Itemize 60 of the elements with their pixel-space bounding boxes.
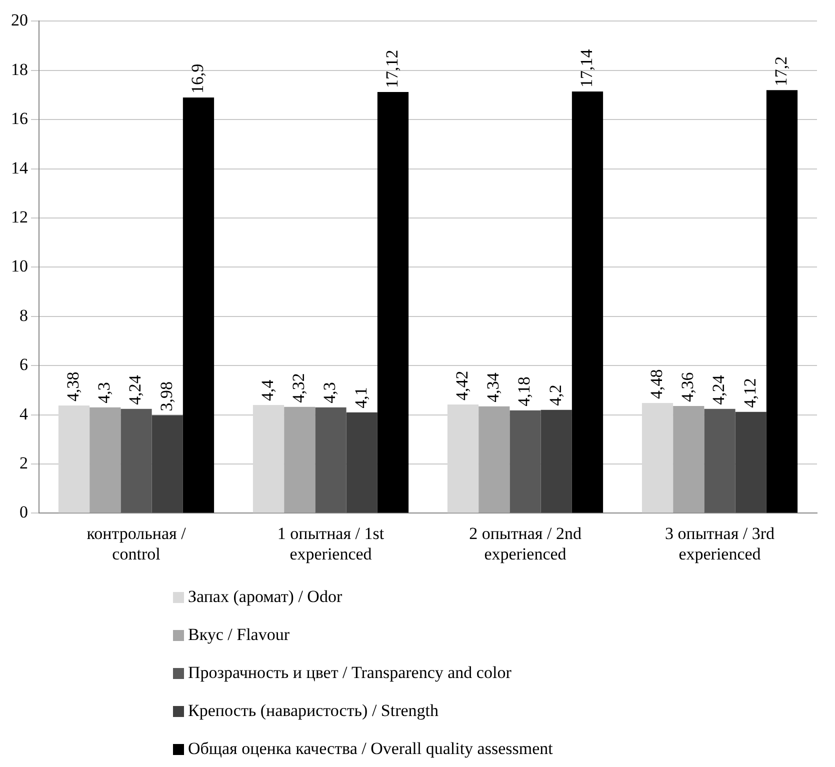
data-label: 16,9 bbox=[188, 64, 207, 94]
y-tick-label: 8 bbox=[20, 306, 28, 325]
bar bbox=[766, 90, 798, 513]
x-tick-label: 2 опытная / 2nd experienced bbox=[469, 524, 582, 564]
data-label: 4,32 bbox=[289, 373, 308, 403]
bar bbox=[182, 97, 214, 513]
x-tick-label: контрольная / control bbox=[86, 524, 186, 564]
legend-label: Крепость (наваристость) / Strength bbox=[188, 700, 439, 722]
data-label: 4,2 bbox=[546, 384, 565, 406]
x-tick-label: 3 опытная / 3rd experienced bbox=[664, 524, 776, 564]
data-label: 4,12 bbox=[740, 378, 760, 408]
bar bbox=[377, 92, 409, 513]
bar bbox=[252, 404, 284, 513]
data-label: 4,3 bbox=[320, 382, 340, 404]
bar bbox=[673, 406, 704, 513]
data-label: 4,34 bbox=[484, 372, 503, 402]
bar bbox=[704, 408, 736, 513]
data-label: 3,98 bbox=[156, 382, 176, 412]
y-tick-label: 14 bbox=[11, 158, 28, 178]
bar bbox=[346, 412, 378, 513]
data-label: 4,3 bbox=[94, 382, 114, 404]
x-tick-label: 1 опытная / 1st experienced bbox=[277, 524, 384, 564]
bar bbox=[735, 412, 766, 513]
data-label: 4,1 bbox=[351, 387, 370, 408]
y-tick-label: 6 bbox=[20, 355, 28, 374]
bar bbox=[284, 406, 316, 513]
bar bbox=[152, 415, 183, 513]
legend-label: Запах (аромат) / Odor bbox=[188, 586, 342, 608]
y-tick-label: 10 bbox=[11, 256, 28, 276]
bar bbox=[58, 405, 90, 513]
y-tick-label: 16 bbox=[11, 109, 28, 128]
y-tick-label: 12 bbox=[11, 207, 28, 226]
data-label: 4,36 bbox=[678, 372, 698, 402]
bar bbox=[90, 407, 121, 513]
bar bbox=[572, 92, 604, 513]
bar bbox=[540, 410, 572, 513]
legend-label: Общая оценка качества / Overall quality assessment bbox=[188, 738, 553, 760]
data-label: 17,12 bbox=[382, 50, 402, 88]
data-label: 4,38 bbox=[63, 372, 82, 402]
data-label: 17,2 bbox=[771, 56, 790, 86]
bar bbox=[120, 408, 152, 513]
data-label: 4,4 bbox=[258, 379, 277, 401]
bar bbox=[447, 404, 479, 513]
y-tick-label: 18 bbox=[11, 60, 28, 79]
y-tick-label: 4 bbox=[20, 404, 28, 424]
bar bbox=[642, 402, 674, 513]
y-tick-label: 20 bbox=[11, 10, 28, 30]
legend-label: Вкус / Flavour bbox=[188, 624, 290, 646]
bar bbox=[478, 406, 510, 513]
y-tick-label: 0 bbox=[20, 502, 28, 522]
data-label: 4,24 bbox=[126, 374, 145, 405]
data-label: 17,14 bbox=[576, 48, 596, 88]
bar bbox=[510, 410, 541, 513]
data-label: 4,42 bbox=[452, 370, 472, 400]
bar bbox=[315, 407, 346, 513]
data-label: 4,18 bbox=[514, 376, 534, 406]
data-label: 4,48 bbox=[646, 369, 666, 399]
y-tick-label: 2 bbox=[20, 453, 28, 472]
legend-label: Прозрачность и цвет / Transparency and color bbox=[188, 662, 512, 684]
data-label: 4,24 bbox=[709, 374, 728, 405]
